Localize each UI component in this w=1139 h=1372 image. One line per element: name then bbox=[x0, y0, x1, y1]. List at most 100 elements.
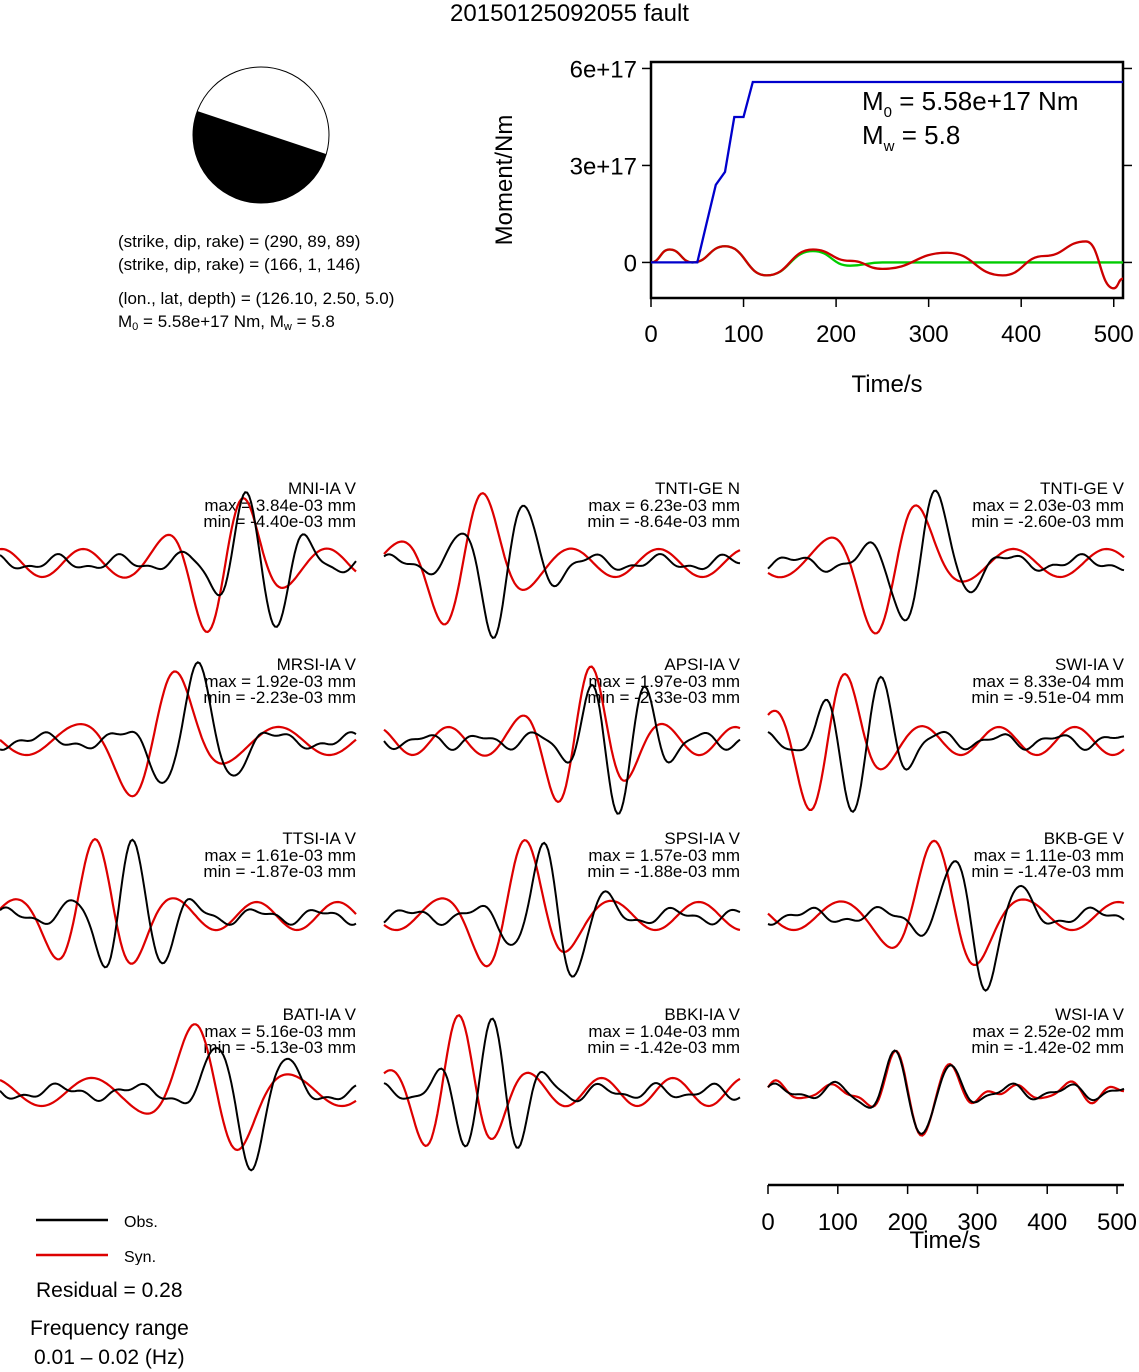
station-max-amplitude: max = 2.52e-02 mm bbox=[972, 1022, 1124, 1041]
station-name: MNI-IA V bbox=[288, 479, 357, 498]
moment-y-axis-label: Moment/Nm bbox=[491, 115, 518, 246]
moment-y-tick-label: 3e+17 bbox=[570, 153, 637, 180]
observed-trace bbox=[383, 841, 741, 978]
moment-series-group bbox=[650, 80, 1124, 290]
station-name: TNTI-GE V bbox=[1040, 479, 1125, 498]
observed-trace bbox=[383, 1017, 741, 1149]
nodal-plane-2: (strike, dip, rake) = (166, 1, 146) bbox=[118, 255, 361, 274]
observed-trace bbox=[383, 504, 741, 640]
waveform-x-tick-label: 100 bbox=[818, 1209, 858, 1236]
legend-syn-label: Syn. bbox=[124, 1249, 156, 1265]
synthetic-trace bbox=[383, 1014, 741, 1148]
station-min-amplitude: min = -9.51e-04 mm bbox=[971, 688, 1124, 707]
station-name: MRSI-IA V bbox=[277, 655, 357, 674]
frequency-label: Frequency range bbox=[30, 1317, 189, 1340]
waveform-time-axis: 0 100 200 300 400 500 bbox=[761, 1183, 1137, 1236]
waveform-x-tick-label: 400 bbox=[1027, 1209, 1067, 1236]
frequency-range: Frequency range 0.01 – 0.02 (Hz) bbox=[30, 1314, 189, 1372]
station-max-amplitude: max = 1.57e-03 mm bbox=[588, 846, 740, 865]
station-max-amplitude: max = 8.33e-04 mm bbox=[972, 672, 1124, 691]
moment-m0-annotation: M0 = 5.58e+17 Nm bbox=[862, 86, 1078, 121]
observed-trace bbox=[0, 838, 357, 969]
legend: Obs. Syn. bbox=[36, 1214, 158, 1265]
station-name: BATI-IA V bbox=[283, 1005, 357, 1024]
station-min-amplitude: min = -8.64e-03 mm bbox=[587, 512, 740, 531]
station-name: TNTI-GE N bbox=[655, 479, 740, 498]
synthetic-trace bbox=[0, 837, 357, 965]
waveform-x-axis-label: Time/s bbox=[909, 1227, 980, 1254]
observed-trace bbox=[0, 1046, 357, 1172]
synthetic-trace bbox=[767, 504, 1125, 635]
observed-trace bbox=[383, 683, 741, 815]
observed-trace bbox=[767, 489, 1125, 622]
moment-mw-annotation: Mw = 5.8 bbox=[862, 120, 960, 155]
synthetic-trace bbox=[383, 492, 741, 626]
residual-value: Residual = 0.28 bbox=[36, 1279, 183, 1302]
station-min-amplitude: min = -2.23e-03 mm bbox=[203, 688, 356, 707]
moment-axis-ticks: 0 3e+17 6e+17 0 100 200 300 400 500 bbox=[570, 56, 1134, 348]
moment-plot-frame bbox=[649, 60, 1125, 300]
moment-x-tick-label: 200 bbox=[816, 321, 856, 348]
observed-trace bbox=[767, 860, 1125, 992]
moment-y-tick-label: 6e+17 bbox=[570, 56, 637, 83]
station-name: WSI-IA V bbox=[1055, 1005, 1125, 1024]
station-min-amplitude: min = -1.47e-03 mm bbox=[971, 862, 1124, 881]
frequency-value: 0.01 – 0.02 (Hz) bbox=[34, 1346, 185, 1369]
compressional-quadrant bbox=[193, 108, 329, 203]
waveform-x-tick-label: 0 bbox=[761, 1209, 774, 1236]
station-max-amplitude: max = 2.03e-03 mm bbox=[972, 496, 1124, 515]
source-magnitude: M0 = 5.58e+17 Nm, Mw = 5.8 bbox=[118, 312, 335, 333]
station-max-amplitude: max = 1.11e-03 mm bbox=[974, 846, 1124, 865]
source-location: (lon., lat, depth) = (126.10, 2.50, 5.0) bbox=[118, 289, 395, 308]
observed-trace bbox=[0, 491, 357, 628]
waveform-x-tick-label: 500 bbox=[1097, 1209, 1137, 1236]
station-name: SPSI-IA V bbox=[664, 829, 740, 848]
station-max-amplitude: max = 1.97e-03 mm bbox=[588, 672, 740, 691]
station-min-amplitude: min = -1.42e-02 mm bbox=[971, 1038, 1124, 1057]
legend-obs-label: Obs. bbox=[124, 1214, 158, 1231]
synthetic-trace bbox=[0, 670, 357, 798]
moment-rate-obs-line bbox=[650, 240, 1124, 290]
waveform-x-tick-label: 300 bbox=[957, 1209, 997, 1236]
station-name: BKB-GE V bbox=[1044, 829, 1125, 848]
station-max-amplitude: max = 6.23e-03 mm bbox=[588, 496, 740, 515]
station-name: TTSI-IA V bbox=[282, 829, 356, 848]
station-name: APSI-IA V bbox=[664, 655, 740, 674]
station-min-amplitude: min = -2.60e-03 mm bbox=[971, 512, 1124, 531]
moment-x-axis-label: Time/s bbox=[851, 371, 922, 398]
page-title: 20150125092055 fault bbox=[450, 0, 689, 27]
moment-rate-fit-line bbox=[650, 245, 1123, 277]
station-min-amplitude: min = -1.87e-03 mm bbox=[203, 862, 356, 881]
synthetic-trace bbox=[767, 672, 1125, 811]
station-max-amplitude: max = 1.92e-03 mm bbox=[204, 672, 356, 691]
station-min-amplitude: min = -1.42e-03 mm bbox=[587, 1038, 740, 1057]
observed-trace bbox=[0, 661, 357, 785]
station-max-amplitude: max = 5.16e-03 mm bbox=[204, 1022, 356, 1041]
station-max-amplitude: max = 1.61e-03 mm bbox=[204, 846, 356, 865]
station-min-amplitude: min = -5.13e-03 mm bbox=[203, 1038, 356, 1057]
station-min-amplitude: min = -4.40e-03 mm bbox=[203, 512, 356, 531]
moment-x-tick-label: 400 bbox=[1001, 321, 1041, 348]
station-name: SWI-IA V bbox=[1055, 655, 1125, 674]
focal-mechanism-beachball bbox=[192, 66, 330, 204]
synthetic-trace bbox=[383, 665, 741, 804]
cumulative-moment-line bbox=[651, 80, 1123, 264]
moment-y-tick-label: 0 bbox=[624, 250, 637, 277]
synthetic-trace bbox=[767, 839, 1125, 966]
moment-x-tick-label: 0 bbox=[644, 321, 657, 348]
moment-x-tick-label: 300 bbox=[909, 321, 949, 348]
moment-x-tick-label: 500 bbox=[1094, 321, 1134, 348]
station-min-amplitude: min = -2.33e-03 mm bbox=[587, 688, 740, 707]
moment-rate-chart: 0 3e+17 6e+17 0 100 200 300 400 500 Moment/Nm Ti… bbox=[491, 56, 1134, 398]
moment-x-tick-label: 100 bbox=[724, 321, 764, 348]
observed-trace bbox=[767, 1049, 1125, 1135]
nodal-plane-1: (strike, dip, rake) = (290, 89, 89) bbox=[118, 232, 361, 251]
synthetic-trace bbox=[0, 1023, 357, 1152]
station-name: BBKI-IA V bbox=[664, 1005, 740, 1024]
station-max-amplitude: max = 1.04e-03 mm bbox=[588, 1022, 740, 1041]
observed-trace bbox=[767, 675, 1125, 814]
waveform-x-tick-label: 200 bbox=[888, 1209, 928, 1236]
station-min-amplitude: min = -1.88e-03 mm bbox=[587, 862, 740, 881]
